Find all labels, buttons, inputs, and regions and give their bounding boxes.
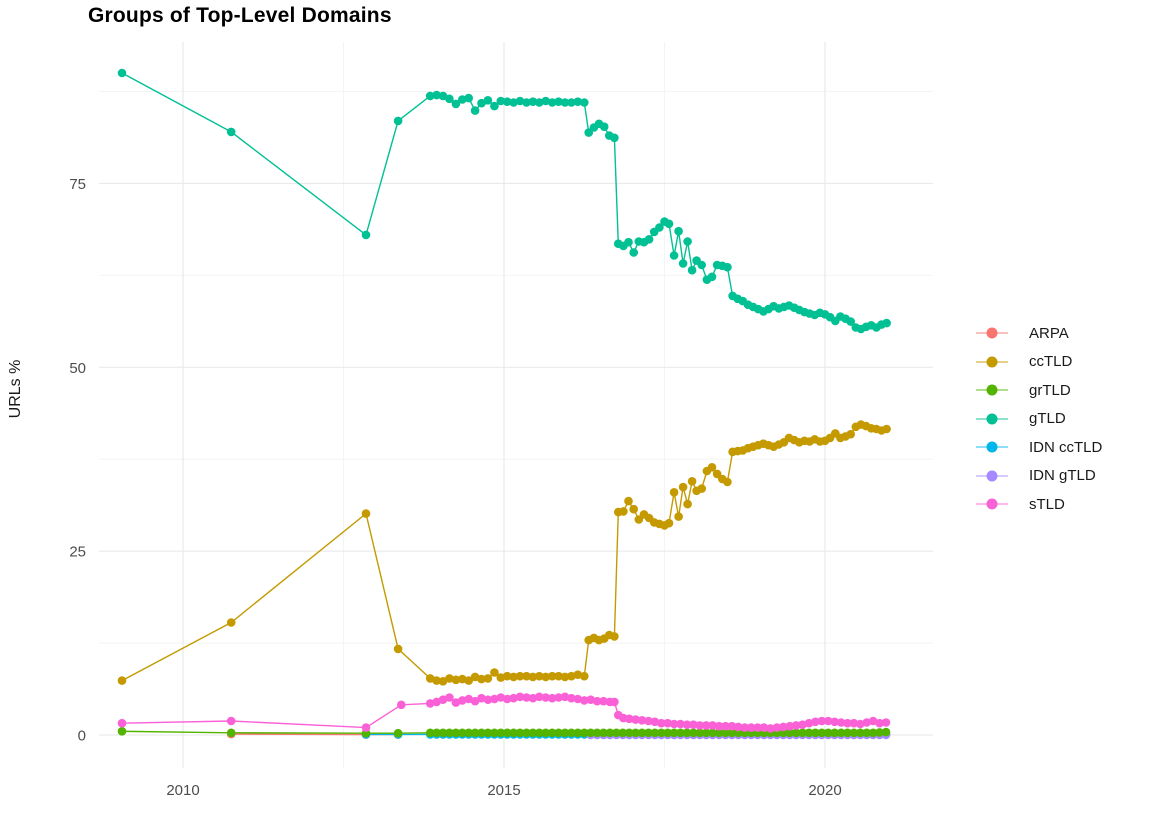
series-stld: [117, 692, 891, 733]
x-tick-label: 2020: [808, 782, 841, 799]
legend-label: ccTLD: [1029, 353, 1073, 371]
legend-item-idn-gtld: IDN gTLD: [975, 462, 1102, 491]
series-gtld: [117, 68, 891, 334]
legend-item-gtld: gTLD: [975, 405, 1102, 434]
legend-item-idn-cctld: IDN ccTLD: [975, 433, 1102, 462]
legend-item-grtld: grTLD: [975, 376, 1102, 405]
legend-key-icon: [976, 384, 1008, 396]
y-tick-label: 25: [69, 544, 86, 561]
x-tick-label: 2015: [487, 782, 520, 799]
legend-label: gTLD: [1029, 410, 1066, 428]
legend-label: IDN ccTLD: [1029, 438, 1103, 456]
y-axis-title: URLs %: [7, 359, 24, 419]
legend-key-icon: [976, 498, 1008, 510]
legend-key-icon: [976, 441, 1008, 453]
y-tick-label: 75: [69, 176, 86, 193]
x-tick-label: 2010: [166, 782, 199, 799]
legend-label: sTLD: [1029, 495, 1065, 513]
legend-key-icon: [976, 470, 1008, 482]
legend-key-icon: [976, 413, 1008, 425]
series-grtld: [117, 727, 891, 738]
legend-item-arpa: ARPA: [975, 319, 1102, 348]
legend: ARPA ccTLD grTLD gTLD IDN ccTLD IDN gTLD sTLD: [975, 319, 1102, 519]
legend-key-icon: [976, 356, 1008, 368]
legend-item-stld: sTLD: [975, 490, 1102, 519]
legend-item-cctld: ccTLD: [975, 348, 1102, 377]
chart-title: Groups of Top-Level Domains: [88, 4, 392, 27]
axis-tick-labels: 0 25 50 75 2010 2015 2020: [69, 176, 841, 799]
legend-label: grTLD: [1029, 381, 1071, 399]
legend-label: ARPA: [1029, 324, 1069, 342]
gridlines: [99, 42, 933, 768]
y-tick-label: 50: [69, 360, 86, 377]
series-cctld: [117, 420, 891, 686]
y-tick-label: 0: [78, 728, 86, 745]
legend-key-icon: [976, 327, 1008, 339]
legend-label: IDN gTLD: [1029, 467, 1096, 485]
